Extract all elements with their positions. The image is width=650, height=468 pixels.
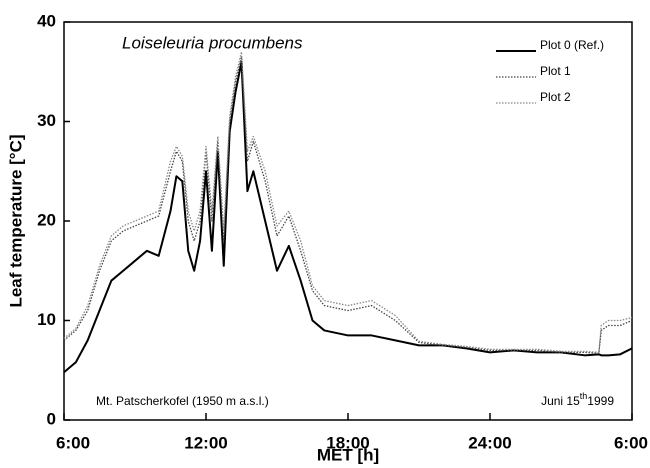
legend-label: Plot 1 — [540, 64, 571, 78]
series-line — [63, 60, 633, 374]
x-axis-title: MET [h] — [317, 445, 379, 464]
plot-frame — [63, 21, 633, 421]
legend-label: Plot 0 (Ref.) — [540, 38, 604, 52]
y-tick-label: 40 — [37, 11, 56, 30]
x-tick-label: 18:00 — [326, 433, 369, 452]
x-tick-label: 12:00 — [184, 433, 227, 452]
date-suffix: th — [580, 391, 588, 401]
legend-label: Plot 2 — [540, 90, 571, 104]
x-tick-label: 6:00 — [614, 433, 648, 452]
date-year: 1999 — [587, 394, 614, 408]
series-line — [63, 56, 633, 354]
x-tick-label: 24:00 — [468, 433, 511, 452]
site-label: Mt. Patscherkofel (1950 m a.s.l.) — [96, 394, 269, 408]
y-tick-label: 30 — [37, 111, 56, 130]
series-line — [63, 51, 633, 353]
y-tick-label: 10 — [37, 310, 56, 329]
y-tick-label: 0 — [47, 409, 56, 428]
species-label: Loiseleuria procumbens — [122, 33, 303, 52]
date-day: Juni 15 — [541, 394, 580, 408]
date-label: Juni 15th1999 — [541, 391, 614, 408]
y-tick-label: 20 — [37, 210, 56, 229]
y-axis-title: Leaf temperature [°C] — [6, 134, 25, 307]
x-tick-label: 6:00 — [56, 433, 90, 452]
